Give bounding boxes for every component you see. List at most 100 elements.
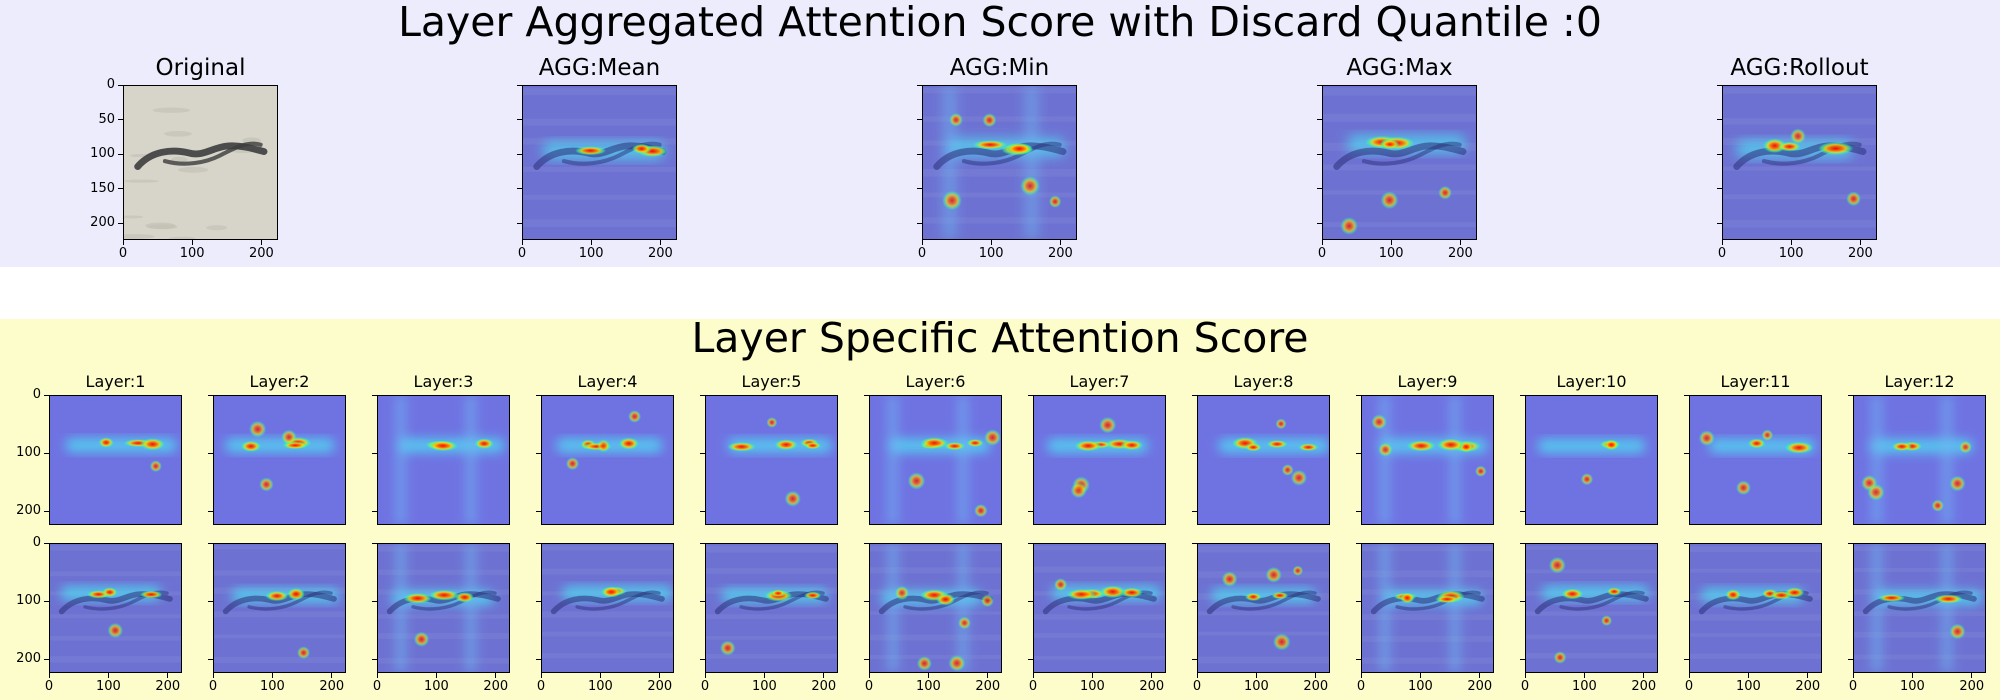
- x-tick: [1196, 673, 1198, 678]
- x-tick-label: 100: [1899, 679, 1925, 694]
- attention-hotspot: [1747, 438, 1766, 449]
- y-tick: [118, 119, 123, 121]
- x-tick: [1151, 673, 1153, 678]
- attention-hotspot: [1120, 440, 1143, 451]
- sand-streak: [1854, 631, 1985, 638]
- y-tick: [1848, 658, 1853, 660]
- x-tick-label: 200: [647, 679, 673, 694]
- attention-overlay-panel: [49, 543, 182, 673]
- sand-streak: [1198, 631, 1329, 636]
- snake-coil: [961, 141, 1062, 166]
- y-tick: [372, 394, 377, 396]
- y-tick: [1356, 452, 1361, 454]
- aggregated-panel-title: AGG:Max: [1346, 55, 1453, 81]
- y-tick-label: 0: [32, 387, 41, 402]
- x-tick: [1360, 673, 1362, 678]
- attention-dot: [149, 460, 162, 473]
- sand-streak: [1723, 220, 1876, 228]
- colormap-base: [1690, 544, 1821, 672]
- snake-body: [1206, 591, 1321, 615]
- sand-streak: [1362, 546, 1493, 552]
- x-tick-label: 200: [1139, 679, 1165, 694]
- layer-panel-title: Layer:11: [1720, 372, 1791, 391]
- attention-overlay-panel: [1197, 543, 1330, 673]
- x-tick-label: 0: [1028, 679, 1038, 694]
- sand-streak: [378, 633, 509, 639]
- y-tick: [1317, 222, 1322, 224]
- y-tick: [517, 222, 522, 224]
- sand-streak: [542, 568, 673, 575]
- sand-streak: [1690, 614, 1821, 621]
- y-tick: [1192, 658, 1197, 660]
- attention-hotspot: [429, 589, 460, 601]
- attention-dot: [1221, 571, 1238, 587]
- attention-dot: [1475, 465, 1487, 477]
- attention-hotspot: [1891, 442, 1912, 452]
- attention-dot: [1553, 651, 1567, 664]
- sand-streak: [214, 634, 345, 639]
- attention-overlay-panel: [1322, 85, 1477, 240]
- aggregated-panel-title: AGG:Mean: [538, 55, 661, 81]
- attention-dot: [107, 622, 123, 638]
- x-tick: [987, 673, 989, 678]
- column-pattern: [1871, 544, 1883, 672]
- sand-streak: [1526, 611, 1657, 616]
- sand-streak: [870, 567, 1001, 574]
- attention-heatmap-panel: [1197, 395, 1330, 525]
- x-tick: [331, 673, 333, 678]
- colormap-base: [1198, 396, 1329, 524]
- column-pattern: [465, 544, 477, 672]
- y-tick: [517, 153, 522, 155]
- y-tick-label: 200: [16, 503, 41, 519]
- sand-streak: [1854, 546, 1985, 551]
- sand-streak: [923, 192, 1076, 198]
- attention-dot: [784, 490, 801, 507]
- sand-streak: [1362, 614, 1493, 621]
- attention-dot: [1601, 615, 1613, 626]
- y-tick-label: 0: [32, 535, 41, 550]
- sand-ripple: [124, 179, 159, 183]
- attention-dot: [1548, 556, 1566, 574]
- y-tick: [1028, 542, 1033, 544]
- attention-overlay-panel: [541, 543, 674, 673]
- attention-hotspot: [944, 442, 966, 451]
- sand-streak: [523, 166, 676, 172]
- attention-dot: [1099, 416, 1117, 434]
- x-tick-label: 0: [517, 246, 527, 261]
- attention-dot: [948, 654, 966, 672]
- attention-hotspot: [140, 438, 165, 451]
- y-tick: [864, 658, 869, 660]
- attention-heatmap-panel: [49, 395, 182, 525]
- aggregated-suptitle: Layer Aggregated Attention Score with Di…: [398, 0, 1602, 46]
- x-tick: [1583, 673, 1585, 678]
- sand-streak: [870, 654, 1001, 660]
- attention-heatmap-panel: [1525, 395, 1658, 525]
- attention-dot: [1949, 623, 1966, 640]
- attention-overlay-panel: [922, 85, 1077, 240]
- x-tick: [167, 673, 169, 678]
- sand-streak: [1854, 654, 1985, 660]
- attention-dot: [1273, 633, 1291, 651]
- sand-streak: [50, 635, 181, 641]
- attention-dot: [1698, 430, 1715, 446]
- x-tick-label: 200: [647, 246, 673, 261]
- snake-body: [134, 142, 268, 171]
- attention-dot: [720, 640, 736, 656]
- x-tick: [495, 673, 497, 678]
- x-tick: [763, 673, 765, 678]
- y-tick: [208, 452, 213, 454]
- y-tick: [536, 452, 541, 454]
- attention-dot: [1340, 217, 1358, 235]
- attention-overlay-panel: [705, 543, 838, 673]
- attention-hotspot: [455, 592, 474, 603]
- y-tick: [208, 394, 213, 396]
- sand-streak: [1362, 636, 1493, 642]
- colormap-base: [706, 396, 837, 524]
- x-tick: [590, 240, 592, 245]
- y-tick-label: 100: [16, 445, 41, 461]
- x-tick-label: 200: [248, 246, 274, 261]
- snake-coil: [162, 141, 263, 166]
- x-tick-label: 200: [1795, 679, 1821, 694]
- attention-heatmap-panel: [1361, 395, 1494, 525]
- y-tick: [1684, 394, 1689, 396]
